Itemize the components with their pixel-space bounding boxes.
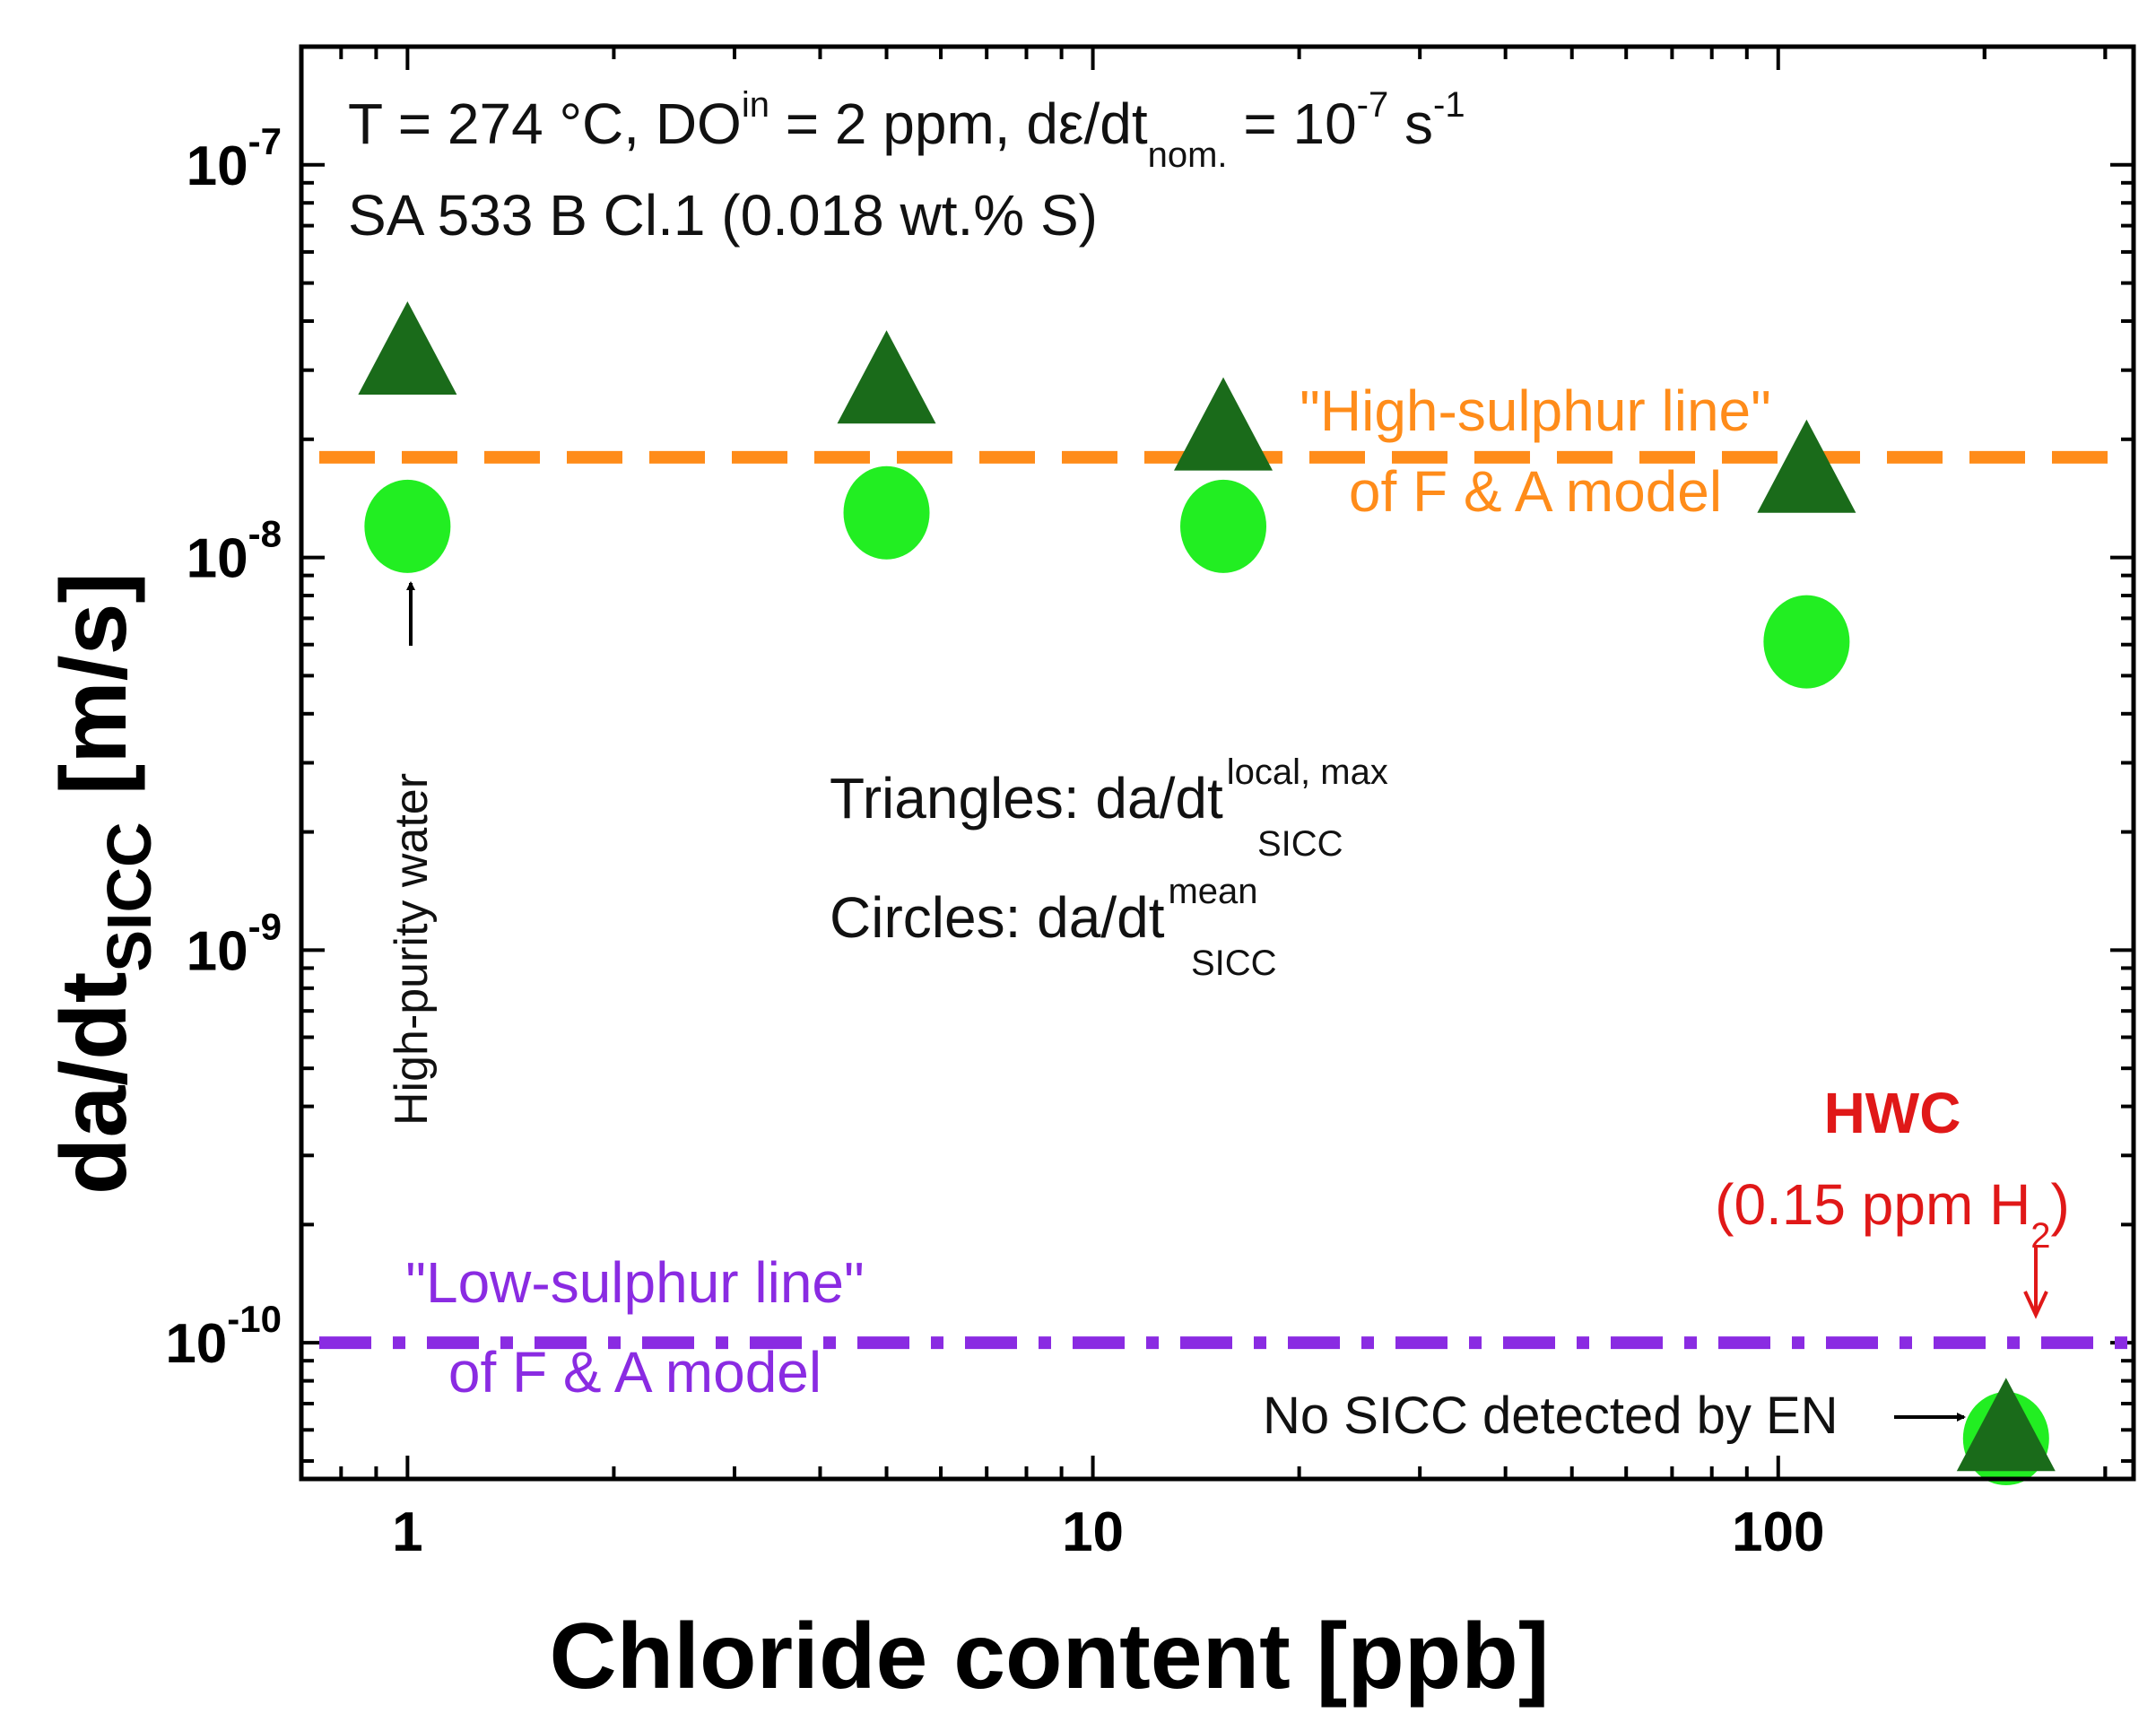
triangles-legend-note: Triangles: da/dt local, max SICC	[830, 752, 1388, 864]
x-tick-label: 100	[1732, 1501, 1824, 1563]
y-tick-label: 10-9	[187, 905, 282, 982]
hwc-detail: (0.15 ppm H2)	[1715, 1172, 2070, 1256]
triangle-point	[358, 300, 457, 395]
conditions-annotation: T = 274 °C, DOin = 2 ppm, dε/dtnom. = 10…	[348, 85, 1465, 175]
plot-frame	[299, 44, 2136, 1482]
y-tick-label: 10-7	[187, 120, 282, 197]
low-sulphur-label-1: "Low-sulphur line"	[405, 1250, 864, 1315]
triangle-point	[1174, 377, 1274, 471]
y-axis-title-unit: [m/s]	[42, 572, 146, 795]
high-sulphur-label-1: "High-sulphur line"	[1300, 378, 1771, 443]
y-tick-label: 10-10	[165, 1298, 282, 1375]
high-purity-water-label: High-purity water	[386, 773, 438, 1126]
x-tick-label: 10	[1062, 1501, 1124, 1563]
y-axis-title: da/dtSICC [m/s]	[42, 572, 164, 1195]
material-annotation: SA 533 B Cl.1 (0.018 wt.% S)	[348, 183, 1098, 248]
triangle-point	[1956, 1378, 2056, 1472]
circles-legend-note: Circles: da/dt mean SICC	[830, 872, 1277, 983]
circle-point	[1180, 479, 1267, 573]
axis-tick-labels: 1 10 100 10-10 10-9 10-8 10-7	[165, 120, 1824, 1563]
reference-lines	[319, 450, 2134, 1350]
hwc-arrowhead	[2023, 1291, 2048, 1319]
data-points	[358, 300, 2056, 1486]
no-sicc-label: No SICC detected by EN	[1263, 1387, 1839, 1445]
circle-point	[1763, 595, 1850, 689]
y-axis-title-main: da/dt	[42, 972, 146, 1195]
triangle-point	[1757, 419, 1856, 513]
circle-point	[843, 465, 930, 560]
y-axis-title-sub: SICC	[94, 822, 164, 971]
triangle-point	[837, 330, 936, 424]
x-axis-title: Chloride content [ppb]	[550, 1605, 1550, 1709]
low-sulphur-label-2: of F & A model	[448, 1340, 822, 1405]
circle-point	[364, 479, 451, 573]
y-tick-label: 10-8	[187, 513, 282, 590]
hwc-title: HWC	[1824, 1081, 1961, 1145]
high-sulphur-label-2: of F & A model	[1349, 459, 1722, 524]
x-tick-label: 1	[392, 1501, 422, 1563]
